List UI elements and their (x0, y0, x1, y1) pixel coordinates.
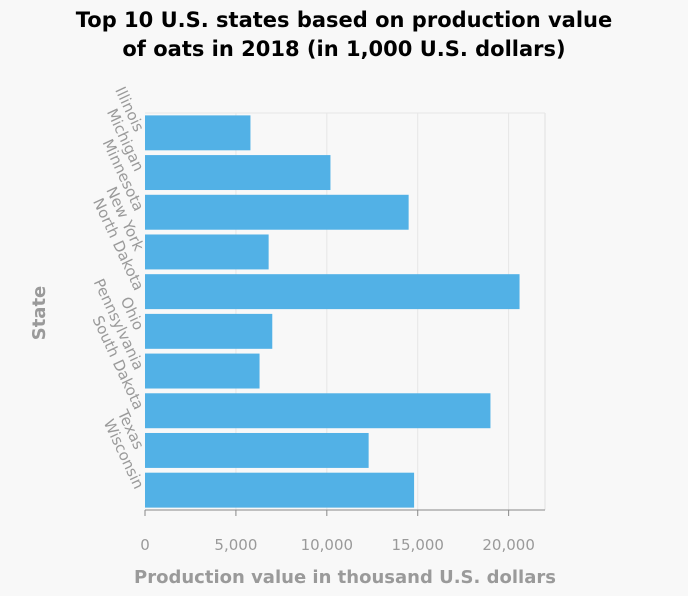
bar (145, 115, 251, 151)
bar (145, 472, 415, 508)
bar (145, 274, 520, 310)
chart-title-line-2: of oats in 2018 (in 1,000 U.S. dollars) (122, 37, 566, 61)
x-tick-label: 15,000 (391, 536, 444, 554)
bar (145, 432, 369, 468)
axes (144, 509, 545, 516)
x-tick-label: 0 (140, 536, 150, 554)
bar (145, 353, 260, 389)
bars (145, 115, 520, 508)
chart-title-line-1: Top 10 U.S. states based on production v… (75, 8, 613, 32)
chart-title: Top 10 U.S. states based on production v… (0, 6, 688, 64)
bar (145, 393, 491, 429)
bar (145, 313, 273, 349)
bar (145, 194, 409, 230)
x-tick-label: 10,000 (301, 536, 354, 554)
bar (145, 155, 331, 191)
x-tick-label: 20,000 (482, 536, 535, 554)
bar (145, 234, 269, 270)
x-tick-label: 5,000 (214, 536, 257, 554)
y-axis-title: State (29, 286, 50, 341)
x-axis-title: Production value in thousand U.S. dollar… (134, 567, 556, 588)
